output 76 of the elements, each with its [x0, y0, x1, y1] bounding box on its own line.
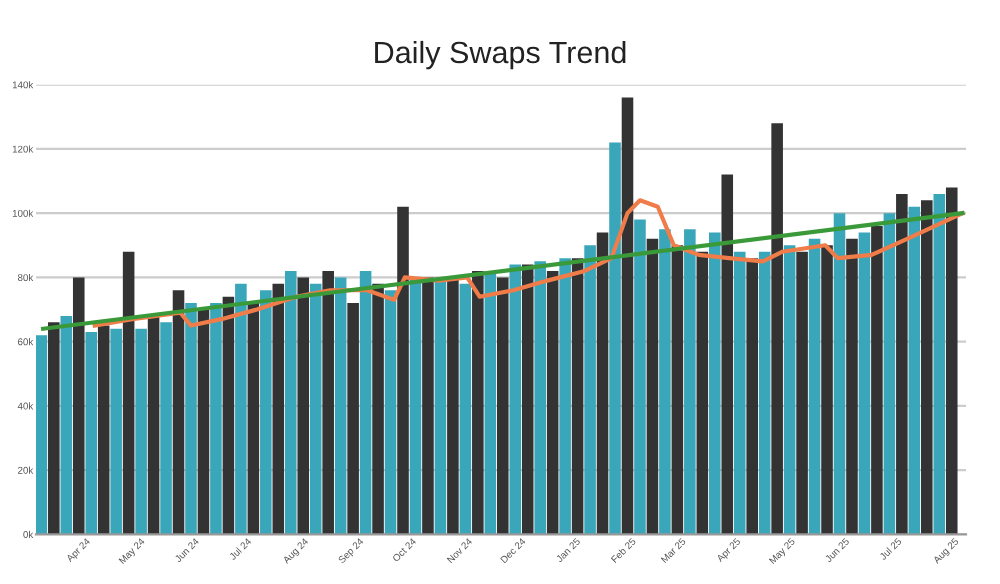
- bar: [60, 315, 73, 535]
- bar: [534, 261, 546, 535]
- bar: [484, 270, 497, 535]
- bar: [459, 283, 472, 535]
- bar: [222, 296, 235, 535]
- bar: [709, 232, 721, 535]
- bar: [945, 187, 958, 535]
- bar: [447, 277, 459, 535]
- bar: [908, 206, 921, 535]
- bar: [297, 277, 310, 535]
- bar: [659, 229, 671, 535]
- bar: [72, 277, 85, 535]
- bar: [933, 193, 946, 535]
- bar: [746, 258, 758, 535]
- bar: [334, 277, 347, 535]
- bar: [596, 232, 609, 535]
- bar: [496, 277, 509, 535]
- bar: [846, 238, 858, 535]
- bar: [871, 226, 883, 535]
- bar: [521, 264, 534, 535]
- bar: [235, 283, 247, 535]
- bar: [284, 270, 297, 535]
- bar: [796, 251, 808, 535]
- bar: [733, 251, 746, 535]
- bar: [260, 290, 272, 535]
- bar: [197, 309, 210, 535]
- bar: [584, 245, 596, 535]
- bar: [821, 245, 833, 535]
- chart-title: Daily Swaps Trend: [375, 40, 626, 70]
- bar: [272, 283, 285, 535]
- bar: [372, 283, 384, 535]
- bar: [160, 322, 172, 535]
- bar: [634, 219, 646, 535]
- bar: [771, 123, 783, 535]
- bar: [397, 206, 409, 535]
- bar: [896, 193, 908, 535]
- bar: [36, 335, 48, 535]
- bar: [609, 142, 621, 535]
- bar: [684, 229, 696, 535]
- bar: [122, 251, 135, 535]
- bar: [135, 328, 147, 535]
- bar: [97, 325, 110, 535]
- bar: [696, 251, 709, 535]
- bar: [621, 97, 634, 535]
- bar: [110, 328, 122, 535]
- bar: [247, 303, 260, 535]
- bar: [833, 213, 846, 535]
- bar: [384, 290, 397, 535]
- bar: [646, 238, 659, 535]
- bar: [434, 277, 447, 535]
- bar: [309, 283, 322, 535]
- bar: [721, 174, 734, 535]
- bar: [347, 303, 359, 535]
- bar: [571, 258, 584, 535]
- bar: [921, 200, 933, 535]
- bar: [883, 213, 896, 535]
- line-series: [92, 198, 965, 328]
- bar: [559, 258, 571, 535]
- bar: [147, 315, 160, 535]
- bar: [671, 245, 684, 535]
- bar: [472, 270, 484, 535]
- bar: [85, 332, 98, 535]
- bar: [858, 232, 871, 535]
- bar: [322, 270, 334, 535]
- bar: [758, 251, 771, 535]
- bar: [422, 277, 434, 535]
- bar: [783, 245, 796, 535]
- bar: [546, 270, 559, 535]
- bar: [409, 277, 422, 535]
- bar: [185, 303, 197, 535]
- bar: [509, 264, 522, 535]
- bar: [808, 238, 821, 535]
- bar: [210, 303, 222, 535]
- bar: [48, 322, 60, 535]
- bar: [359, 270, 372, 535]
- bar: [172, 290, 185, 535]
